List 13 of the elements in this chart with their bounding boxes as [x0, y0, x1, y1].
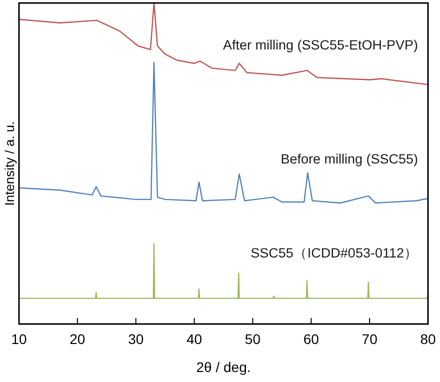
y-axis-title: Intensity / a. u.	[2, 121, 17, 206]
text: Before milling (SSC55)	[280, 151, 418, 166]
x-tick-label: 20	[70, 331, 86, 347]
x-tick-label: 30	[128, 331, 144, 347]
series-label: After milling (SSC55-EtOH-PVP)	[222, 38, 418, 53]
x-axis-title: 2θ / deg.	[196, 359, 251, 375]
x-tick-label: 40	[186, 331, 202, 347]
x-tick-label: 70	[362, 331, 378, 347]
x-tick-label: 10	[11, 331, 27, 347]
x-tick-label: 60	[303, 331, 320, 347]
x-tick-label: 80	[420, 331, 436, 347]
x-tick-label: 50	[244, 331, 261, 347]
series-label: SSC55（ICDD#053-0112）	[250, 246, 418, 261]
